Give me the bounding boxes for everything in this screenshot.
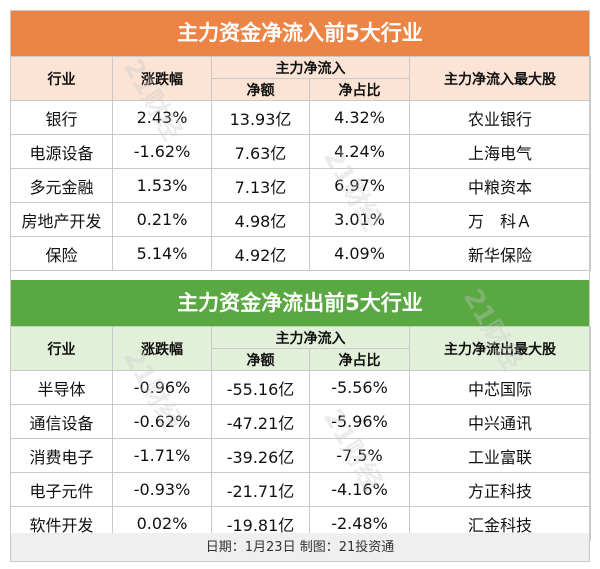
header-top-stock: 主力净流出最大股 [409,326,591,371]
table-row: 银行 2.43% 13.93亿 4.32% 农业银行 [10,100,591,135]
amount-cell: 4.92亿 [211,236,310,271]
amount-cell: 13.93亿 [211,100,310,135]
stock-cell: 方正科技 [409,472,591,507]
table-row: 半导体 -0.96% -55.16亿 -5.56% 中芯国际 [10,370,591,405]
outflow-subheader-row: 净额 净占比 [11,348,591,371]
stock-cell: 工业富联 [409,438,591,473]
amount-cell: -55.16亿 [211,370,310,405]
inflow-subheader-row: 净额 净占比 [11,78,591,101]
outflow-table: 行业 涨跌幅 主力净流入 主力净流出最大股 净额 净占比 半导体 -0.96% … [10,326,591,541]
stock-cell: 中兴通讯 [409,404,591,439]
industry-cell: 多元金融 [10,168,113,203]
header-industry: 行业 [10,56,113,101]
header-net-inflow: 主力净流入 [211,56,410,79]
inflow-header-row: 行业 涨跌幅 主力净流入 主力净流入最大股 [10,56,591,101]
table-row: 消费电子 -1.71% -39.26亿 -7.5% 工业富联 [10,438,591,473]
footer-caption: 日期：1月23日 制图：21投资通 [10,533,590,562]
inflow-table: 行业 涨跌幅 主力净流入 主力净流入最大股 净额 净占比 银行 2.43% 13… [10,56,591,271]
table-row: 电源设备 -1.62% 7.63亿 4.24% 上海电气 [10,134,591,169]
inflow-title: 主力资金净流入前5大行业 [10,10,590,56]
industry-cell: 电子元件 [10,472,113,507]
industry-cell: 银行 [10,100,113,135]
change-cell: 2.43% [112,100,212,135]
table-row: 通信设备 -0.62% -47.21亿 -5.96% 中兴通讯 [10,404,591,439]
stock-cell: 中芯国际 [409,370,591,405]
header-ratio: 净占比 [309,348,410,371]
change-cell: 0.21% [112,202,212,237]
change-cell: -0.93% [112,472,212,507]
table-row: 房地产开发 0.21% 4.98亿 3.01% 万 科Ａ [10,202,591,237]
industry-cell: 电源设备 [10,134,113,169]
amount-cell: -21.71亿 [211,472,310,507]
industry-cell: 通信设备 [10,404,113,439]
industry-cell: 保险 [10,236,113,271]
stock-cell: 新华保险 [409,236,591,271]
table-row: 电子元件 -0.93% -21.71亿 -4.16% 方正科技 [10,472,591,507]
change-cell: -0.96% [112,370,212,405]
header-amount: 净额 [211,78,310,101]
header-amount: 净额 [211,348,310,371]
header-ratio: 净占比 [309,78,410,101]
outflow-header-row: 行业 涨跌幅 主力净流入 主力净流出最大股 [10,326,591,371]
header-top-stock: 主力净流入最大股 [409,56,591,101]
stock-cell: 上海电气 [409,134,591,169]
ratio-cell: 4.24% [309,134,410,169]
ratio-cell: 6.97% [309,168,410,203]
amount-cell: -47.21亿 [211,404,310,439]
header-net-inflow: 主力净流入 [211,326,410,349]
ratio-cell: -4.16% [309,472,410,507]
ratio-cell: 3.01% [309,202,410,237]
industry-cell: 消费电子 [10,438,113,473]
industry-cell: 房地产开发 [10,202,113,237]
stock-cell: 中粮资本 [409,168,591,203]
ratio-cell: -5.56% [309,370,410,405]
header-industry: 行业 [10,326,113,371]
capital-flow-card: 主力资金净流入前5大行业 行业 涨跌幅 主力净流入 主力净流入最大股 净额 净占… [10,10,591,562]
industry-cell: 半导体 [10,370,113,405]
amount-cell: -39.26亿 [211,438,310,473]
change-cell: -1.62% [112,134,212,169]
stock-cell: 万 科Ａ [409,202,591,237]
header-change: 涨跌幅 [112,56,212,101]
table-row: 多元金融 1.53% 7.13亿 6.97% 中粮资本 [10,168,591,203]
change-cell: -0.62% [112,404,212,439]
table-row: 保险 5.14% 4.92亿 4.09% 新华保险 [10,236,591,271]
change-cell: 1.53% [112,168,212,203]
ratio-cell: 4.32% [309,100,410,135]
change-cell: 5.14% [112,236,212,271]
amount-cell: 7.13亿 [211,168,310,203]
header-change: 涨跌幅 [112,326,212,371]
ratio-cell: -7.5% [309,438,410,473]
amount-cell: 7.63亿 [211,134,310,169]
amount-cell: 4.98亿 [211,202,310,237]
change-cell: -1.71% [112,438,212,473]
ratio-cell: 4.09% [309,236,410,271]
stock-cell: 农业银行 [409,100,591,135]
outflow-title: 主力资金净流出前5大行业 [10,280,590,326]
ratio-cell: -5.96% [309,404,410,439]
